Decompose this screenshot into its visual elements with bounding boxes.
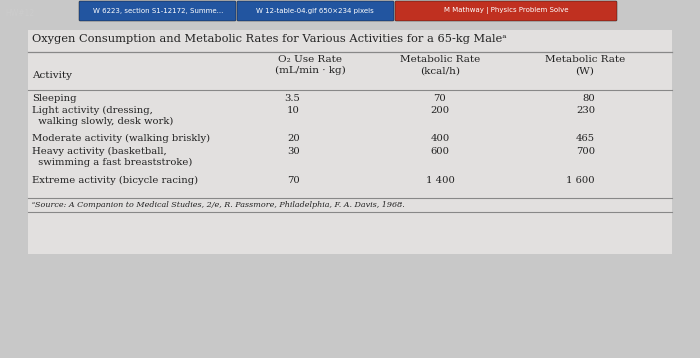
Text: ᵃSource: A Companion to Medical Studies, 2/e, R. Passmore, Philadelphia, F. A. D: ᵃSource: A Companion to Medical Studies,… bbox=[32, 201, 405, 209]
Text: 700: 700 bbox=[576, 147, 595, 156]
Text: 400: 400 bbox=[430, 134, 449, 143]
Text: Metabolic Rate
(W): Metabolic Rate (W) bbox=[545, 55, 625, 75]
FancyBboxPatch shape bbox=[79, 1, 236, 21]
Text: 3.5: 3.5 bbox=[284, 94, 300, 103]
Text: Oxygen Consumption and Metabolic Rates for Various Activities for a 65-kg Maleᵃ: Oxygen Consumption and Metabolic Rates f… bbox=[32, 34, 507, 44]
Text: 600: 600 bbox=[430, 147, 449, 156]
Text: 465: 465 bbox=[576, 134, 595, 143]
Text: O₂ Use Rate
(mL/min · kg): O₂ Use Rate (mL/min · kg) bbox=[274, 55, 345, 75]
Text: Sleeping: Sleeping bbox=[32, 94, 76, 103]
Text: Metabolic Rate
(kcal/h): Metabolic Rate (kcal/h) bbox=[400, 55, 480, 75]
Text: W 6223, section S1-12172, Summe...: W 6223, section S1-12172, Summe... bbox=[93, 8, 223, 14]
Text: 200: 200 bbox=[430, 106, 449, 115]
Text: 1 400: 1 400 bbox=[426, 176, 454, 185]
FancyBboxPatch shape bbox=[395, 1, 617, 21]
FancyBboxPatch shape bbox=[28, 30, 672, 254]
Text: 1 600: 1 600 bbox=[566, 176, 595, 185]
Text: 30: 30 bbox=[287, 147, 300, 156]
Text: 70: 70 bbox=[287, 176, 300, 185]
Text: Activity: Activity bbox=[32, 71, 72, 80]
Text: HW#12: HW#12 bbox=[5, 10, 34, 19]
Text: 230: 230 bbox=[576, 106, 595, 115]
Text: W 12-table-04.gif 650×234 pixels: W 12-table-04.gif 650×234 pixels bbox=[256, 8, 374, 14]
Text: Heavy activity (basketball,
  swimming a fast breaststroke): Heavy activity (basketball, swimming a f… bbox=[32, 147, 193, 167]
Text: M Mathway | Physics Problem Solve: M Mathway | Physics Problem Solve bbox=[444, 8, 568, 15]
Text: Moderate activity (walking briskly): Moderate activity (walking briskly) bbox=[32, 134, 210, 143]
Text: Extreme activity (bicycle racing): Extreme activity (bicycle racing) bbox=[32, 176, 198, 185]
Text: 10: 10 bbox=[287, 106, 300, 115]
Text: 20: 20 bbox=[287, 134, 300, 143]
Text: 80: 80 bbox=[582, 94, 595, 103]
Text: 70: 70 bbox=[433, 94, 447, 103]
FancyBboxPatch shape bbox=[237, 1, 394, 21]
Text: Light activity (dressing,
  walking slowly, desk work): Light activity (dressing, walking slowly… bbox=[32, 106, 174, 126]
